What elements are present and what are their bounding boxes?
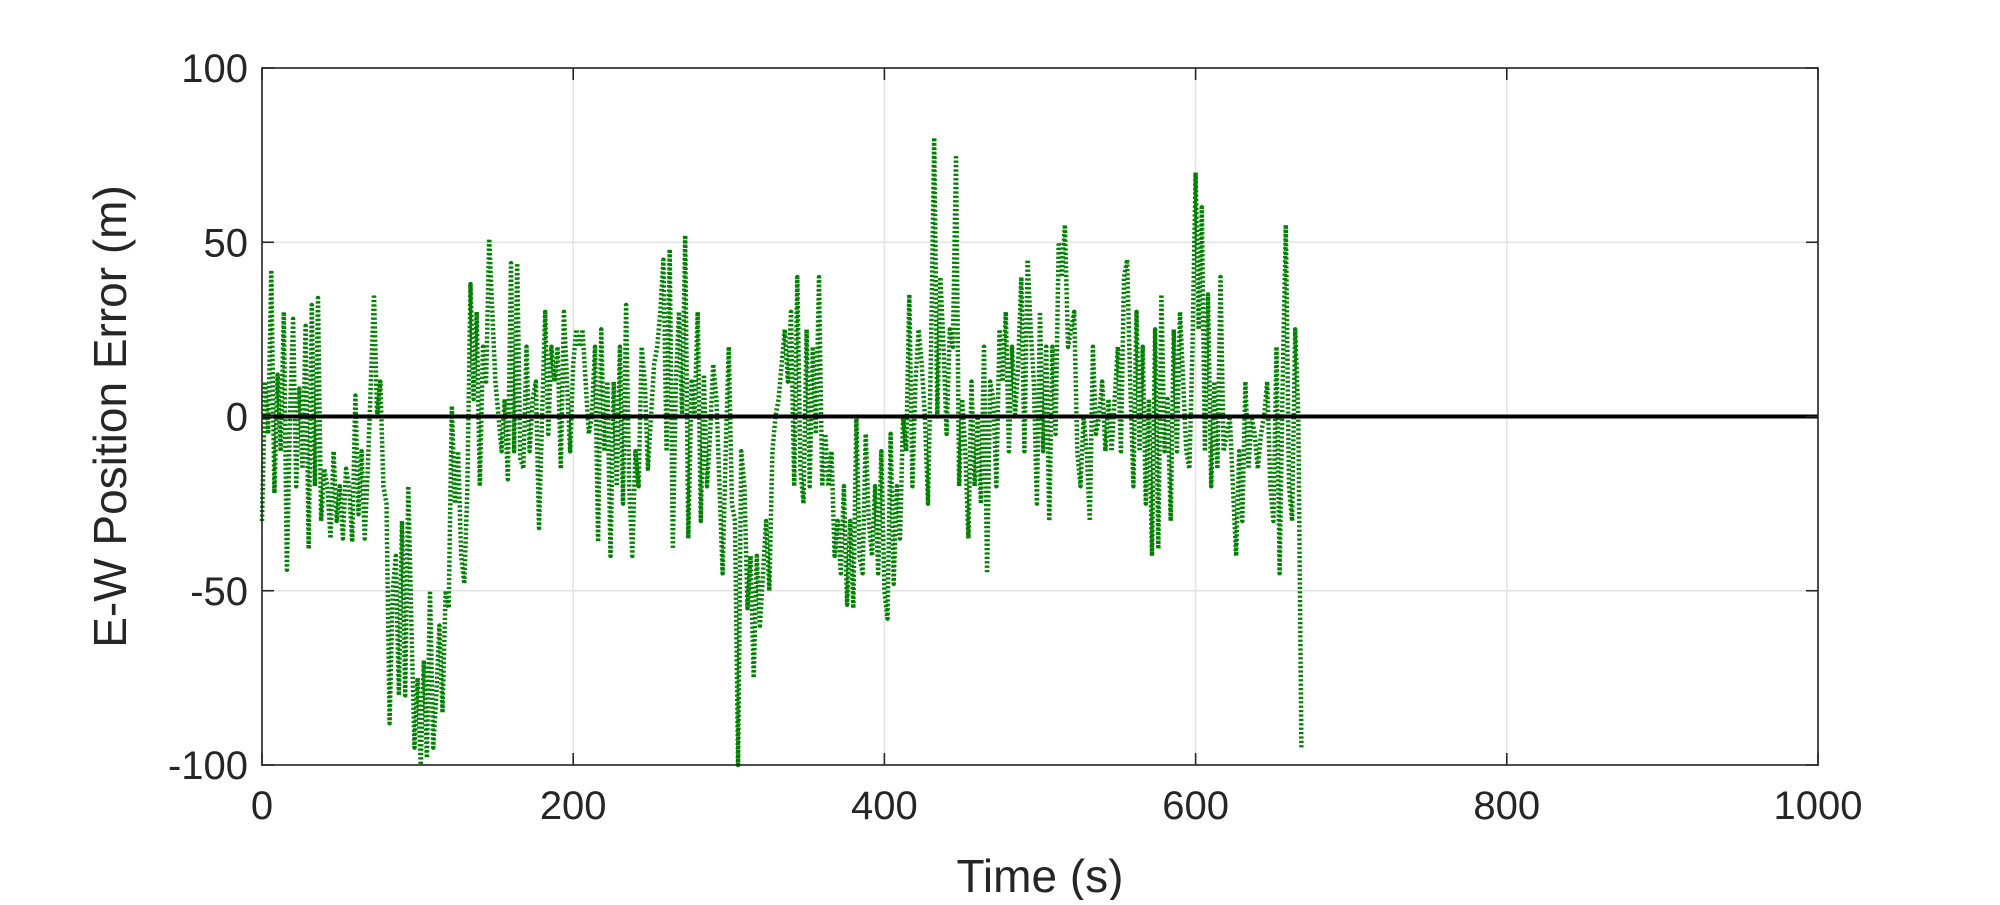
x-tick-label-3: 600 xyxy=(1162,784,1229,828)
y-tick-label-2: 0 xyxy=(226,396,248,440)
x-tick-label-4: 800 xyxy=(1473,784,1540,828)
x-axis-title: Time (s) xyxy=(957,850,1124,900)
series-line-0 xyxy=(259,135,1304,768)
y-tick-label-0: -100 xyxy=(168,744,248,788)
x-tick-label-0: 0 xyxy=(251,784,273,828)
y-tick-label-1: -50 xyxy=(190,570,248,614)
x-tick-label-5: 1000 xyxy=(1774,784,1863,828)
y-tick-label-4: 100 xyxy=(181,47,248,91)
y-axis-title: E-W Position Error (m) xyxy=(84,185,136,648)
tick-layer: 0 200 400 600 800 1000 -100 -50 0 50 100 xyxy=(168,47,1863,828)
x-tick-label-2: 400 xyxy=(851,784,918,828)
y-tick-label-3: 50 xyxy=(204,221,249,265)
series-layer xyxy=(259,135,1304,768)
x-tick-label-1: 200 xyxy=(540,784,607,828)
